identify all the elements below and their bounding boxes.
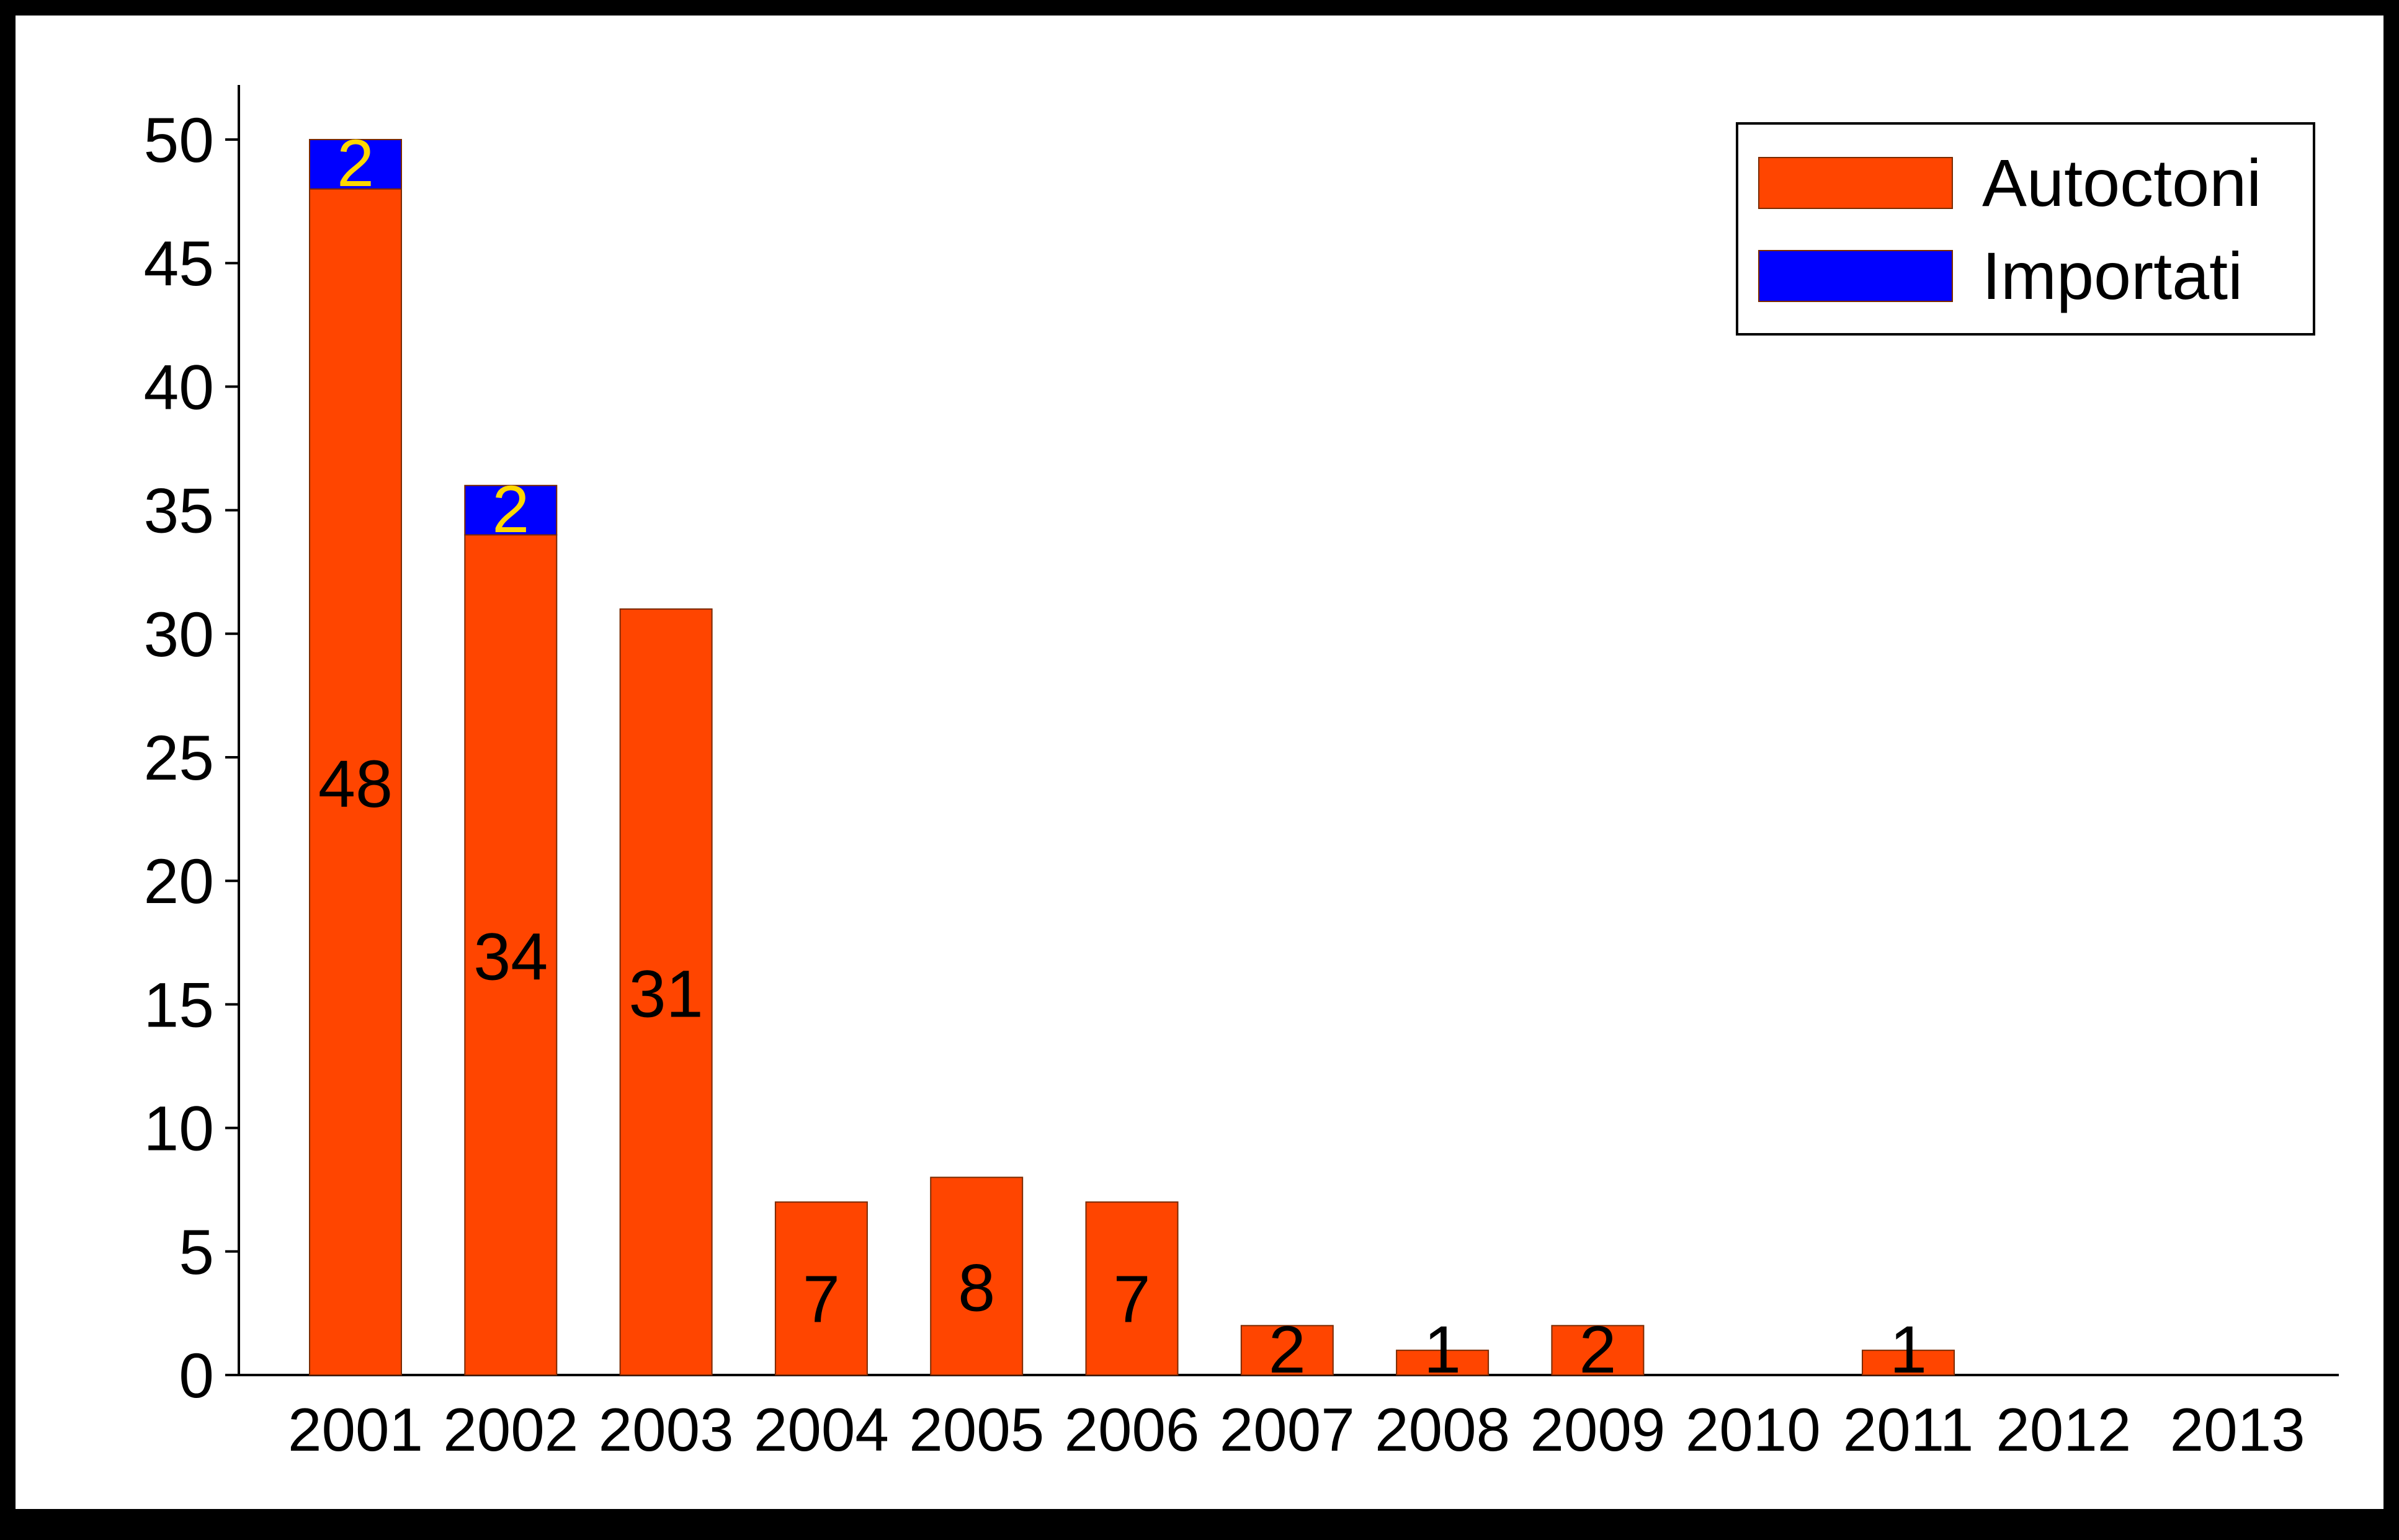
y-tick-label: 35 (144, 476, 214, 546)
x-tick-label: 2011 (1843, 1395, 1974, 1464)
x-tick-label: 2013 (2170, 1395, 2305, 1464)
x-tick-label: 2007 (1220, 1395, 1355, 1464)
y-tick-label: 0 (179, 1340, 214, 1411)
data-label-autoctoni-2004: 7 (803, 1262, 840, 1337)
data-label-autoctoni-2011: 1 (1890, 1312, 1927, 1387)
bar-segment-autoctoni-2002 (464, 534, 558, 1376)
x-tick-label: 2009 (1530, 1395, 1665, 1464)
data-label-autoctoni-2008: 1 (1424, 1312, 1461, 1387)
x-tick-label: 2006 (1064, 1395, 1199, 1464)
legend-swatch-autoctoni (1758, 157, 1953, 209)
data-label-importati-2001: 2 (337, 125, 374, 200)
data-label-autoctoni-2005: 8 (958, 1250, 995, 1325)
bar-segment-importati-2001 (309, 139, 402, 190)
bars (309, 139, 1955, 1376)
data-label-autoctoni-2002: 34 (473, 919, 548, 994)
x-tick-label: 2012 (1996, 1395, 2131, 1464)
bar-segment-autoctoni-2006 (1085, 1201, 1179, 1376)
y-tick-label: 5 (179, 1217, 214, 1288)
bar-segment-autoctoni-2003 (619, 608, 713, 1376)
bar-segment-autoctoni-2011 (1862, 1350, 1955, 1376)
x-tick-label: 2003 (599, 1395, 734, 1464)
x-tick-label: 2002 (443, 1395, 578, 1464)
bar-segment-autoctoni-2007 (1240, 1325, 1334, 1376)
data-label-autoctoni-2009: 2 (1579, 1312, 1616, 1387)
x-tick-label: 2008 (1375, 1395, 1510, 1464)
data-label-importati-2002: 2 (492, 471, 529, 546)
y-tick-label: 50 (144, 105, 214, 176)
x-tick-label: 2004 (754, 1395, 889, 1464)
bar-segment-importati-2002 (464, 484, 558, 536)
legend-label-importati: Importati (1982, 238, 2243, 313)
bar-segment-autoctoni-2004 (774, 1201, 868, 1376)
bar-segment-autoctoni-2005 (930, 1177, 1024, 1376)
data-label-autoctoni-2003: 31 (629, 956, 704, 1031)
data-label-autoctoni-2001: 48 (318, 746, 393, 821)
data-labels: 48 2 34 2 31 7 8 7 2 1 2 1 (318, 125, 1927, 1387)
x-tick-label: 2001 (288, 1395, 423, 1464)
legend-label-autoctoni: Autoctoni (1982, 145, 2261, 220)
axes: 0 5 10 15 20 25 30 35 40 45 50 2001 2002 2003 2004 2005… (144, 85, 2339, 1464)
y-tick-label: 15 (144, 969, 214, 1040)
y-tick-label: 45 (144, 228, 214, 299)
y-tick-label: 20 (144, 846, 214, 917)
y-tick-label: 30 (144, 599, 214, 670)
bar-segment-autoctoni-2008 (1396, 1350, 1490, 1376)
data-label-autoctoni-2006: 7 (1113, 1262, 1150, 1337)
bar-segment-autoctoni-2009 (1551, 1325, 1645, 1376)
y-tick-label: 25 (144, 723, 214, 793)
bar-chart: 0 5 10 15 20 25 30 35 40 45 50 2001 2002 2003 2004 2005… (144, 85, 2339, 1464)
y-tick-label: 40 (144, 352, 214, 422)
data-label-autoctoni-2007: 2 (1269, 1312, 1306, 1387)
x-tick-label: 2010 (1686, 1395, 1821, 1464)
legend: Autoctoni Importati (1736, 122, 2315, 336)
x-tick-label: 2005 (909, 1395, 1044, 1464)
y-tick-label: 10 (144, 1093, 214, 1164)
legend-swatch-importati (1758, 250, 1953, 302)
bar-segment-autoctoni-2001 (309, 188, 402, 1376)
